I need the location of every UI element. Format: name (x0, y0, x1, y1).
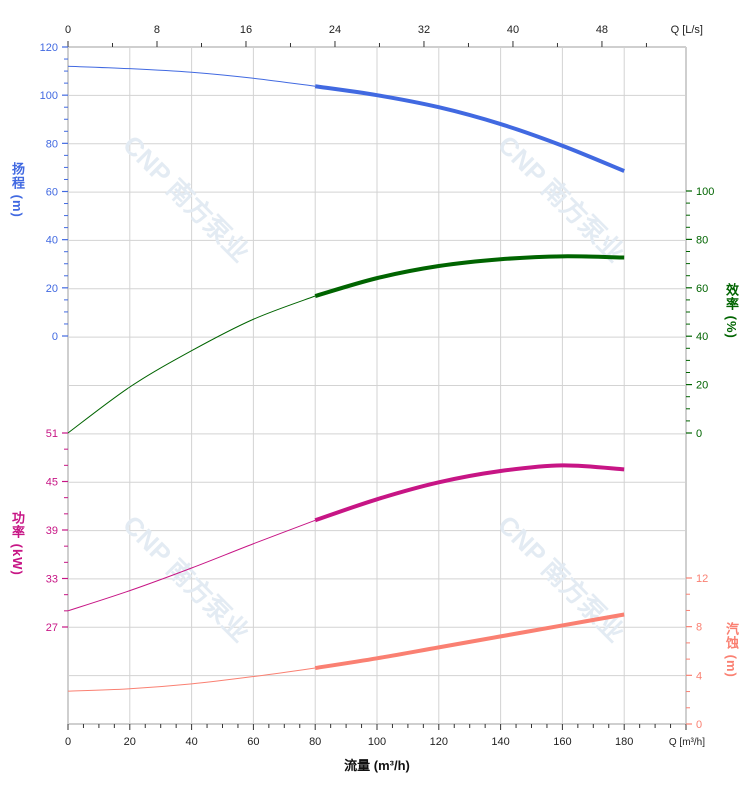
x-tick-label: 0 (65, 736, 71, 748)
npsh-tick-label: 12 (696, 573, 708, 585)
npsh-tick-label: 8 (696, 622, 702, 634)
top-tick-label: 32 (418, 24, 430, 36)
top-tick-label: 16 (240, 24, 252, 36)
efficiency-tick-label: 60 (696, 283, 708, 295)
head-tick-label: 40 (46, 235, 58, 247)
efficiency-tick-label: 40 (696, 331, 708, 343)
top-tick-label: 0 (65, 24, 71, 36)
head-axis-title: 扬程 (m) (10, 162, 25, 218)
x-tick-label: 40 (185, 736, 197, 748)
npsh-axis-title: 汽蚀 (m) (724, 622, 739, 678)
head-tick-label: 100 (40, 90, 58, 102)
power-tick-label: 27 (46, 622, 58, 634)
x-tick-label: 20 (124, 736, 136, 748)
x-tick-label: 80 (309, 736, 321, 748)
head-tick-label: 0 (52, 331, 58, 343)
efficiency-tick-label: 0 (696, 428, 702, 440)
npsh-tick-label: 4 (696, 670, 702, 682)
npsh-curve-operating (314, 612, 625, 671)
power-curve-thin (67, 519, 316, 612)
npsh-tick-label: 0 (696, 719, 702, 731)
efficiency-tick-label: 100 (696, 186, 714, 198)
top-unit-label: Q [L/s] (671, 24, 703, 36)
power-tick-label: 45 (46, 477, 58, 489)
power-curve-operating (314, 463, 625, 523)
head-curve-operating (314, 84, 625, 173)
npsh-curve-thin (67, 667, 316, 692)
top-tick-label: 40 (507, 24, 519, 36)
x-tick-label: 60 (247, 736, 259, 748)
head-curve-thin (67, 65, 316, 87)
power-tick-label: 33 (46, 574, 58, 586)
head-tick-label: 20 (46, 283, 58, 295)
head-tick-label: 80 (46, 138, 58, 150)
watermark-logo: CNP 南方泵业 (492, 129, 630, 267)
top-tick-label: 24 (329, 24, 341, 36)
efficiency-curve-operating (314, 254, 625, 298)
head-tick-label: 120 (40, 42, 58, 54)
head-tick-label: 60 (46, 187, 58, 199)
efficiency-curve-thin (67, 295, 316, 434)
x-tick-label: 120 (430, 736, 448, 748)
x-unit-label: Q [m³/h] (669, 737, 705, 748)
top-tick-label: 48 (596, 24, 608, 36)
x-axis-title: 流量 (m³/h) (344, 758, 410, 773)
x-tick-label: 100 (368, 736, 386, 748)
power-tick-label: 51 (46, 428, 58, 440)
efficiency-axis-title: 效率 (%) (724, 283, 739, 339)
top-tick-label: 8 (154, 24, 160, 36)
x-tick-label: 160 (553, 736, 571, 748)
power-tick-label: 39 (46, 525, 58, 537)
x-tick-label: 180 (615, 736, 633, 748)
efficiency-tick-label: 20 (696, 380, 708, 392)
x-tick-label: 140 (491, 736, 509, 748)
power-axis-title: 功率 (kW) (10, 511, 25, 576)
efficiency-tick-label: 80 (696, 234, 708, 246)
watermark-logo: CNP 南方泵业 (117, 129, 255, 267)
